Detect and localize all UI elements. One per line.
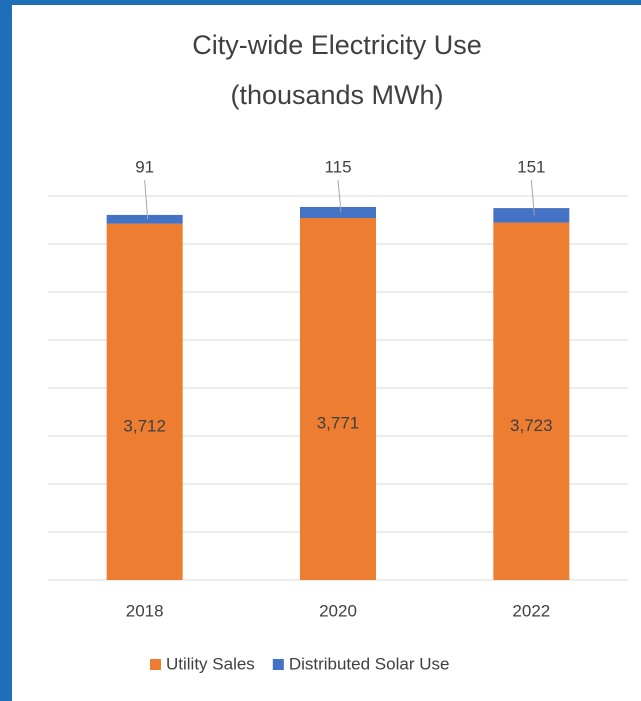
x-tick-label: 2018 [126, 601, 164, 620]
legend-label: Utility Sales [166, 654, 255, 673]
legend-swatch [272, 659, 284, 670]
leader-line [144, 179, 149, 220]
data-label: 115 [324, 157, 351, 176]
legend-label: Distributed Solar Use [289, 654, 450, 673]
data-label: 3,723 [510, 416, 553, 435]
legend-swatch [150, 659, 161, 670]
bar-segment [300, 217, 376, 580]
x-tick-label: 2020 [319, 601, 357, 620]
bar-segment [493, 208, 570, 223]
chart-title: City-wide Electricity Use (thousands MWh) [192, 30, 482, 110]
bar-segment [300, 206, 376, 218]
leader-line [530, 179, 535, 216]
leader-line [337, 179, 342, 213]
x-tick-label: 2022 [512, 601, 550, 620]
data-label: 3,712 [123, 416, 166, 435]
bar-segment [106, 223, 183, 580]
data-label: 151 [517, 157, 545, 176]
bar-segment [106, 214, 183, 224]
data-label: 3,771 [317, 413, 360, 432]
data-label: 91 [135, 157, 154, 176]
bar-segment [493, 222, 570, 581]
